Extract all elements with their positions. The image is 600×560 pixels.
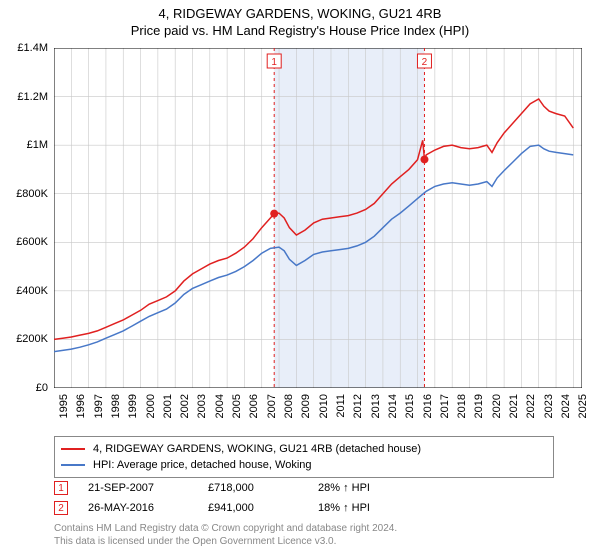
marker-row: 2 26-MAY-2016£941,00018% ↑ HPI bbox=[54, 498, 582, 518]
x-tick-label: 2003 bbox=[196, 394, 208, 418]
marker-price: £718,000 bbox=[208, 482, 318, 494]
legend-item: 4, RIDGEWAY GARDENS, WOKING, GU21 4RB (d… bbox=[61, 441, 547, 457]
x-tick-label: 2021 bbox=[508, 394, 520, 418]
x-tick-label: 2013 bbox=[370, 394, 382, 418]
y-tick-label: £600K bbox=[16, 236, 48, 248]
title-block: 4, RIDGEWAY GARDENS, WOKING, GU21 4RB Pr… bbox=[0, 0, 600, 38]
chart-subtitle: Price paid vs. HM Land Registry's House … bbox=[0, 23, 600, 38]
x-tick-label: 1998 bbox=[110, 394, 122, 418]
chart-title: 4, RIDGEWAY GARDENS, WOKING, GU21 4RB bbox=[0, 6, 600, 21]
x-tick-label: 2015 bbox=[404, 394, 416, 418]
marker-badge: 1 bbox=[54, 481, 68, 495]
x-tick-label: 2010 bbox=[318, 394, 330, 418]
x-tick-label: 2002 bbox=[179, 394, 191, 418]
x-tick-label: 2025 bbox=[577, 394, 589, 418]
y-tick-label: £1.4M bbox=[17, 42, 48, 54]
x-tick-label: 1997 bbox=[93, 394, 105, 418]
x-tick-label: 2004 bbox=[214, 394, 226, 418]
x-tick-label: 2022 bbox=[525, 394, 537, 418]
footer-line-2: This data is licensed under the Open Gov… bbox=[54, 535, 397, 548]
footer-line-1: Contains HM Land Registry data © Crown c… bbox=[54, 522, 397, 535]
svg-text:2: 2 bbox=[422, 57, 428, 68]
chart-container: 4, RIDGEWAY GARDENS, WOKING, GU21 4RB Pr… bbox=[0, 0, 600, 560]
legend-label: 4, RIDGEWAY GARDENS, WOKING, GU21 4RB (d… bbox=[93, 443, 421, 455]
x-axis-ticks: 1995 1996 1997 1998 1999 2000 2001 2002 2003 2004… bbox=[54, 388, 582, 434]
marker-table: 1 21-SEP-2007£718,00028% ↑ HPI 2 26-MAY-201… bbox=[54, 478, 582, 518]
legend-label: HPI: Average price, detached house, Woki… bbox=[93, 459, 312, 471]
x-tick-label: 1995 bbox=[58, 394, 70, 418]
marker-price: £941,000 bbox=[208, 502, 318, 514]
x-tick-label: 2014 bbox=[387, 394, 399, 418]
plot-svg: 12 bbox=[54, 48, 582, 388]
plot-area: 12 bbox=[54, 48, 582, 388]
legend-item: HPI: Average price, detached house, Woki… bbox=[61, 457, 547, 473]
x-tick-label: 2005 bbox=[231, 394, 243, 418]
y-tick-label: £800K bbox=[16, 188, 48, 200]
x-tick-label: 1996 bbox=[75, 394, 87, 418]
x-tick-label: 2019 bbox=[473, 394, 485, 418]
marker-date: 21-SEP-2007 bbox=[88, 482, 208, 494]
y-tick-label: £1.2M bbox=[17, 91, 48, 103]
x-tick-label: 2018 bbox=[456, 394, 468, 418]
y-tick-label: £400K bbox=[16, 285, 48, 297]
x-tick-label: 2016 bbox=[422, 394, 434, 418]
legend: 4, RIDGEWAY GARDENS, WOKING, GU21 4RB (d… bbox=[54, 436, 554, 478]
x-tick-label: 2009 bbox=[300, 394, 312, 418]
marker-badge: 2 bbox=[54, 501, 68, 515]
x-tick-label: 2020 bbox=[491, 394, 503, 418]
y-tick-label: £200K bbox=[16, 333, 48, 345]
x-tick-label: 2008 bbox=[283, 394, 295, 418]
footer-attribution: Contains HM Land Registry data © Crown c… bbox=[54, 522, 397, 548]
x-tick-label: 1999 bbox=[127, 394, 139, 418]
legend-swatch bbox=[61, 448, 85, 450]
x-tick-label: 2017 bbox=[439, 394, 451, 418]
marker-delta: 28% ↑ HPI bbox=[318, 482, 418, 494]
x-tick-label: 2001 bbox=[162, 394, 174, 418]
x-tick-label: 2024 bbox=[560, 394, 572, 418]
y-tick-label: £0 bbox=[36, 382, 48, 394]
x-tick-label: 2023 bbox=[543, 394, 555, 418]
y-tick-label: £1M bbox=[27, 139, 48, 151]
svg-text:1: 1 bbox=[271, 57, 277, 68]
marker-delta: 18% ↑ HPI bbox=[318, 502, 418, 514]
x-tick-label: 2011 bbox=[335, 394, 347, 418]
x-tick-label: 2000 bbox=[145, 394, 157, 418]
x-tick-label: 2012 bbox=[352, 394, 364, 418]
y-axis-ticks: £0£200K£400K£600K£800K£1M£1.2M£1.4M bbox=[0, 48, 54, 388]
marker-date: 26-MAY-2016 bbox=[88, 502, 208, 514]
marker-row: 1 21-SEP-2007£718,00028% ↑ HPI bbox=[54, 478, 582, 498]
x-tick-label: 2007 bbox=[266, 394, 278, 418]
legend-swatch bbox=[61, 464, 85, 466]
x-tick-label: 2006 bbox=[248, 394, 260, 418]
